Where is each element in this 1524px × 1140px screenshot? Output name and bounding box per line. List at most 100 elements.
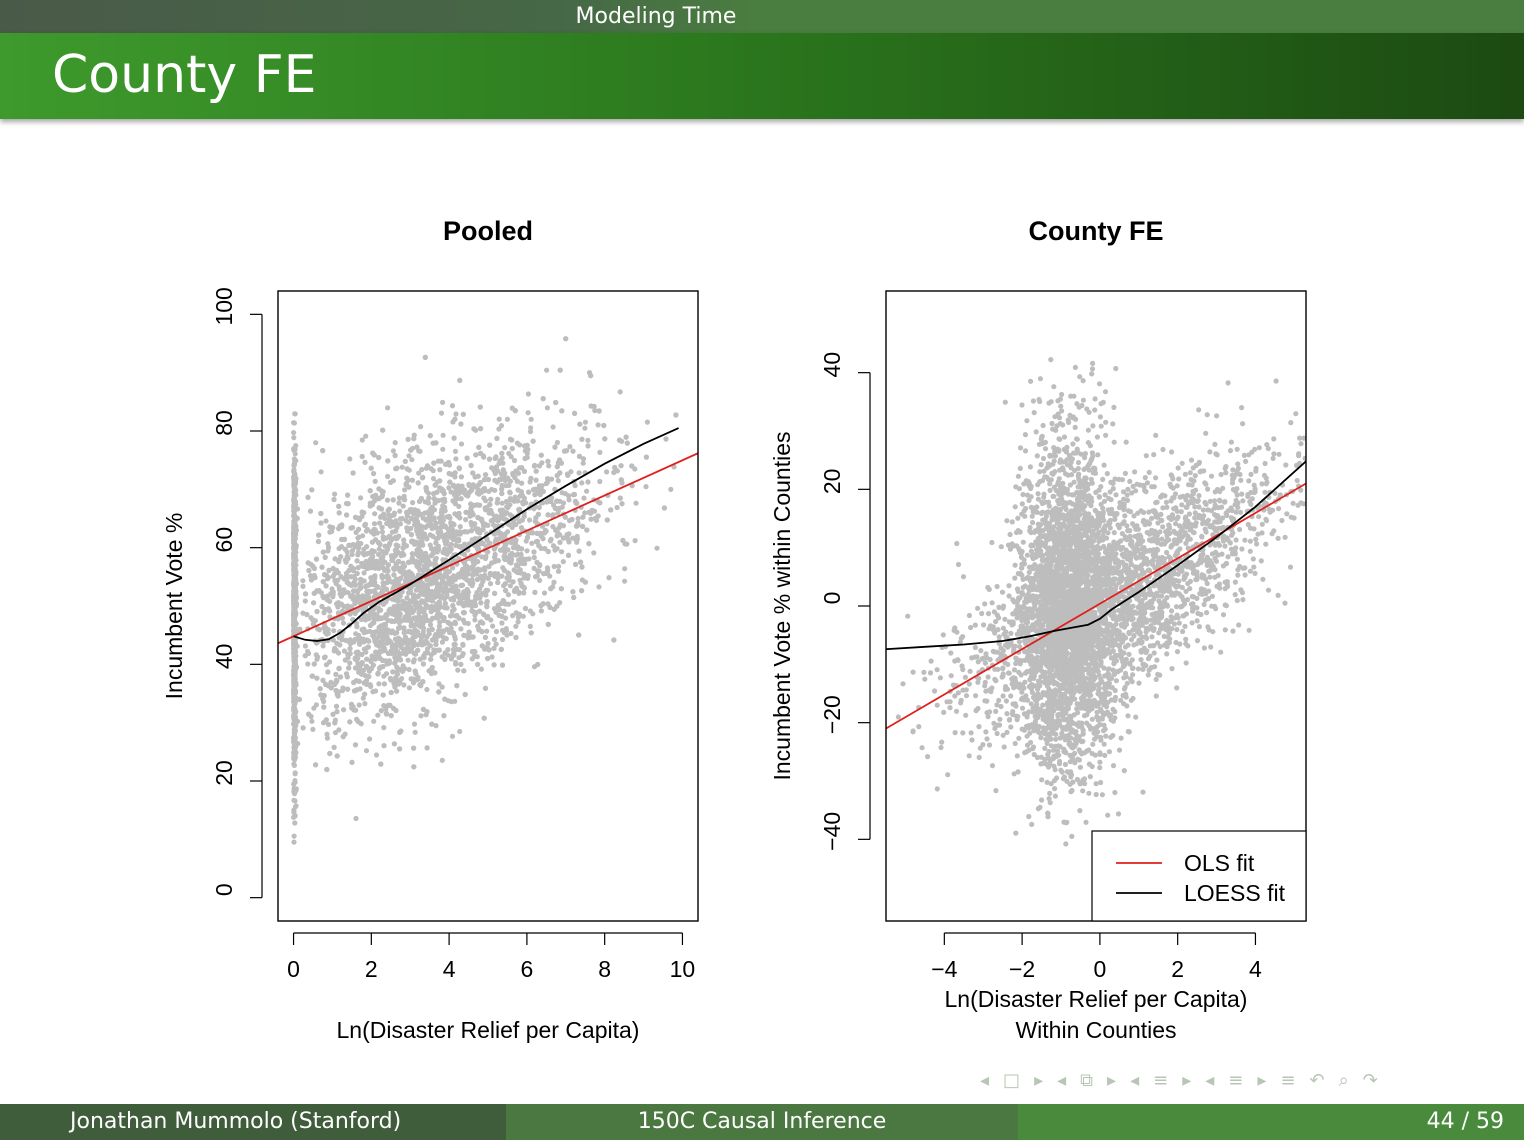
data-point [611, 469, 617, 476]
data-point [560, 535, 567, 541]
data-point [380, 692, 386, 698]
data-point [493, 513, 499, 519]
data-point [565, 552, 572, 559]
data-point [330, 589, 336, 595]
data-point [535, 661, 541, 668]
data-point [486, 563, 492, 570]
data-point [376, 551, 382, 558]
data-point [400, 664, 406, 670]
data-point [292, 609, 298, 615]
data-point [420, 615, 426, 621]
data-point [409, 538, 415, 544]
data-point [566, 517, 573, 524]
data-point [380, 657, 386, 664]
data-point [367, 564, 373, 570]
data-point [292, 613, 298, 619]
data-point [369, 653, 375, 659]
data-point [490, 623, 496, 629]
data-point [521, 468, 528, 474]
data-point [356, 534, 362, 540]
data-point [475, 473, 481, 479]
data-point [324, 731, 330, 737]
data-point [330, 621, 336, 628]
data-point [393, 676, 399, 682]
data-point [668, 486, 674, 492]
data-point [573, 561, 579, 568]
data-point [292, 525, 298, 532]
data-point [572, 410, 578, 416]
data-point [291, 722, 297, 728]
data-point [549, 476, 555, 482]
data-point [582, 510, 588, 516]
data-point [452, 416, 458, 422]
data-point [355, 565, 361, 571]
data-point [378, 513, 384, 519]
data-point [418, 713, 424, 719]
data-point [375, 670, 381, 676]
data-point [441, 596, 448, 602]
data-point [449, 575, 455, 581]
data-point [487, 540, 493, 547]
data-point [477, 530, 483, 536]
data-point [384, 637, 390, 643]
data-point [596, 408, 602, 414]
data-point [566, 539, 572, 545]
data-point [554, 533, 560, 539]
data-point [452, 619, 458, 626]
section-title[interactable]: Modeling Time [575, 4, 737, 29]
data-point [574, 536, 581, 542]
data-point [316, 627, 323, 633]
data-point [452, 492, 458, 499]
data-point [293, 549, 299, 555]
data-point [579, 436, 585, 442]
data-point [381, 549, 388, 555]
data-point [429, 504, 435, 510]
data-point [372, 565, 378, 571]
data-point [346, 542, 352, 548]
data-point [632, 538, 638, 544]
data-point [557, 367, 563, 373]
data-point [377, 520, 383, 526]
data-point [304, 611, 310, 618]
data-point [302, 591, 309, 597]
data-point [428, 546, 435, 552]
data-point [513, 552, 519, 558]
data-point [355, 593, 361, 599]
data-point [310, 726, 316, 733]
data-point [458, 441, 465, 447]
data-point [309, 673, 315, 679]
data-point [302, 643, 308, 649]
data-point [406, 685, 412, 691]
data-point [485, 613, 491, 620]
data-point [335, 693, 341, 699]
data-point [545, 621, 551, 628]
data-point [305, 650, 312, 657]
x-tick-label: 4 [443, 956, 456, 982]
data-point [330, 711, 336, 717]
data-point [559, 549, 565, 555]
data-point [319, 564, 325, 570]
data-point [545, 512, 551, 518]
data-point [424, 577, 430, 583]
data-point [323, 681, 329, 688]
data-point [352, 582, 358, 588]
data-point [402, 639, 408, 645]
data-point [488, 617, 494, 623]
data-point [437, 478, 443, 484]
data-point [354, 558, 360, 564]
data-point [391, 611, 397, 617]
data-point [597, 478, 603, 485]
data-point [460, 617, 466, 623]
data-point [557, 470, 563, 476]
data-point [482, 477, 488, 483]
data-point [431, 549, 438, 555]
data-point [597, 449, 603, 455]
data-point [629, 463, 635, 469]
data-point [391, 512, 397, 518]
data-point [292, 813, 298, 819]
data-point [450, 521, 456, 527]
data-point [460, 411, 466, 417]
data-point [398, 568, 404, 574]
data-point [439, 486, 445, 492]
data-point [395, 649, 401, 655]
